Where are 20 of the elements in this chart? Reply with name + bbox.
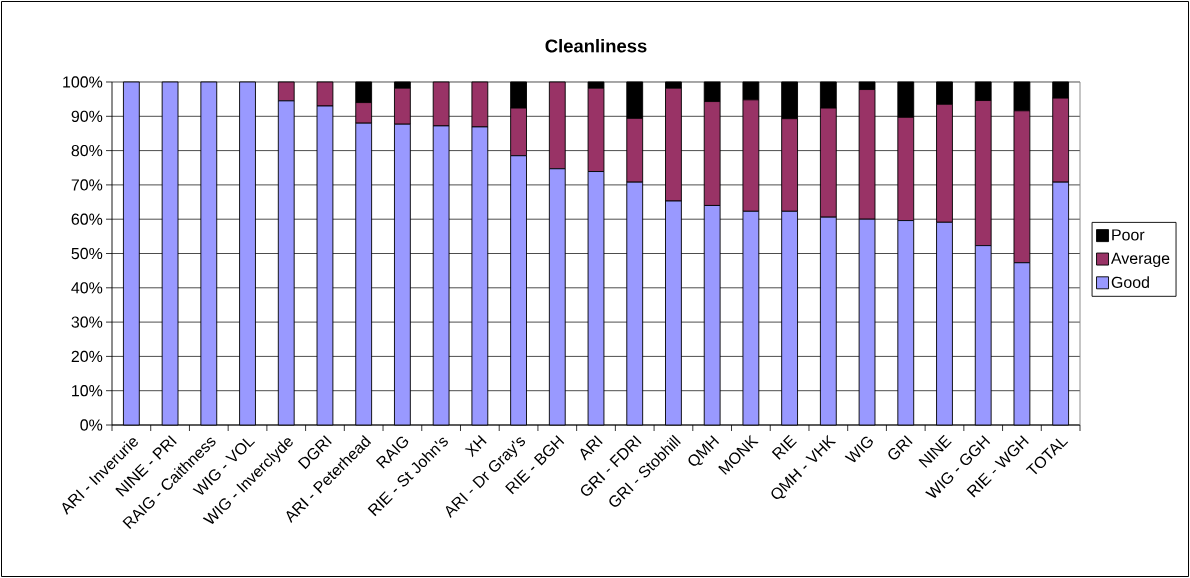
y-tick-label: 100%: [63, 76, 103, 88]
y-tick-label: 30%: [71, 316, 103, 328]
x-tick-label: GRI: [888, 435, 913, 460]
y-tick-label: 10%: [72, 385, 103, 397]
legend-label: Poor: [1112, 229, 1145, 241]
x-tick-label: ARI: [580, 435, 603, 461]
x-tick-label: XH: [464, 435, 487, 458]
legend-label: Good: [1111, 276, 1149, 288]
y-tick-label: 50%: [71, 247, 103, 260]
x-tick-label: RIE: [771, 434, 797, 460]
y-tick-label: 0%: [80, 419, 103, 431]
y-tick-label: 70%: [71, 179, 103, 191]
chart-title: Cleanliness: [545, 38, 647, 53]
y-tick-label: 20%: [71, 350, 103, 363]
legend-label: Average: [1110, 252, 1170, 268]
y-tick-label: 40%: [71, 282, 103, 294]
y-tick-label: 60%: [71, 213, 103, 225]
y-tick-label: 80%: [71, 144, 103, 157]
y-tick-label: 90%: [71, 110, 103, 122]
x-tick-label: WIG: [844, 436, 873, 463]
